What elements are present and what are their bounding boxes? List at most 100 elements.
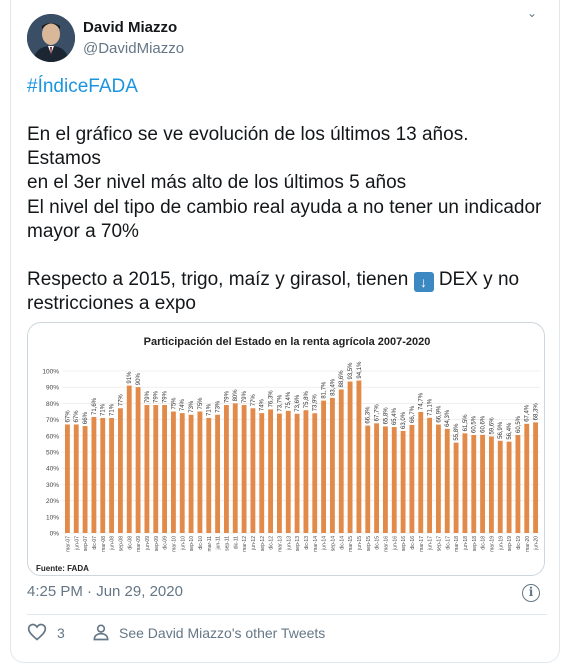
data-label: 76,3%	[269, 390, 275, 408]
bar	[91, 417, 97, 533]
x-tick-label: sep-14	[330, 536, 336, 552]
y-tick-label: 100%	[42, 369, 59, 376]
x-tick-label: sep-07	[83, 536, 89, 552]
bar	[312, 413, 318, 533]
x-tick-label: jun-07	[74, 536, 80, 551]
bar	[382, 426, 388, 533]
like-count[interactable]: 3	[57, 625, 65, 641]
bar	[215, 414, 221, 533]
y-tick-label: 50%	[46, 450, 59, 457]
x-tick-label: mar-20	[525, 536, 531, 552]
y-axis: 0% 10% 20% 30% 40% 50% 60% 70% 80% 90% 100%	[42, 369, 59, 538]
data-label: 56,4%	[507, 422, 513, 440]
down-arrow-icon: ↓	[413, 272, 434, 292]
heart-icon[interactable]	[27, 622, 47, 647]
x-tick-label: dic-08	[127, 536, 133, 550]
y-tick-label: 10%	[46, 514, 59, 521]
timestamp[interactable]: 4:25 PM · Jun 29, 2020	[27, 583, 183, 600]
data-label: 61,5%	[463, 414, 469, 432]
data-label: 55,8%	[454, 423, 460, 441]
bar	[533, 422, 539, 533]
y-tick-label: 80%	[46, 401, 59, 408]
x-tick-label: sep-19	[507, 536, 513, 552]
chart-title: Participación del Estado en la renta agr…	[144, 336, 431, 348]
hashtag[interactable]: #ÍndiceFADA	[27, 76, 138, 97]
data-label: 88,6%	[339, 370, 345, 388]
data-label: 79%	[154, 390, 160, 403]
bar	[488, 436, 494, 533]
x-tick-label: dic-15	[375, 536, 381, 550]
x-tick-label: sep-11	[224, 536, 230, 551]
bar	[303, 410, 309, 533]
bar	[471, 434, 477, 533]
x-tick-label: sep-16	[401, 536, 407, 552]
x-tick-label: sep-08	[118, 536, 124, 552]
data-label: 71%	[110, 403, 116, 416]
x-tick-label: jun-20	[534, 536, 540, 551]
bar	[497, 440, 503, 533]
bar	[250, 408, 256, 533]
chart-image[interactable]: Participación del Estado en la renta agr…	[27, 322, 545, 576]
y-tick-label: 20%	[46, 498, 59, 505]
bar	[197, 411, 203, 533]
bar	[329, 397, 335, 533]
data-label: 66%	[83, 411, 89, 424]
data-label: 94,1%	[357, 361, 363, 379]
data-label: 59,6%	[489, 417, 495, 435]
data-label: 66,9%	[436, 405, 442, 423]
bar	[506, 441, 512, 533]
chart-grid	[63, 370, 540, 534]
bar	[241, 405, 247, 533]
x-tick-label: mar-07	[65, 536, 71, 552]
data-label: 81,7%	[322, 381, 328, 399]
data-label: 66,3%	[366, 406, 372, 424]
x-tick-label: mar-08	[101, 536, 107, 552]
paragraph-2-line-2: mayor a 70%	[27, 221, 139, 242]
x-tick-label: dic-09	[163, 536, 169, 550]
bar	[444, 428, 450, 533]
x-tick-label: jun-16	[392, 536, 398, 551]
data-label: 71%	[207, 403, 213, 416]
x-tick-label: dic-19	[516, 536, 522, 550]
x-axis: mar-07 jun-07 sep-07 dic-07 mar-08 jun-08 sep-…	[65, 536, 539, 552]
data-label: 63,0%	[401, 411, 407, 429]
data-label: 73%	[216, 400, 222, 413]
avatar-image	[27, 14, 75, 62]
paragraph-3-line-1a: Respecto a 2015, trigo, maíz y girasol, …	[27, 269, 409, 290]
x-tick-label: sep-17	[436, 536, 442, 552]
hashtag-link[interactable]: #ÍndiceFADA	[27, 75, 547, 99]
bar	[427, 417, 433, 533]
bar	[126, 385, 132, 533]
author-name[interactable]: David Miazzo	[83, 19, 178, 36]
chart-source: Fuente: FADA	[36, 564, 89, 573]
paragraph-3-line-1b: DEX y no	[438, 269, 520, 290]
y-tick-label: 60%	[46, 433, 59, 440]
x-tick-label: jun-14	[322, 536, 328, 551]
author-handle[interactable]: @DavidMiazzo	[83, 40, 185, 57]
y-tick-label: 0%	[50, 531, 60, 538]
x-tick-label: jun-13	[286, 536, 292, 551]
bar	[206, 417, 212, 533]
x-tick-label: sep-10	[189, 536, 195, 552]
bar	[515, 434, 521, 533]
bar	[179, 413, 185, 533]
info-icon[interactable]: i	[522, 584, 540, 602]
data-label: 73%	[189, 400, 195, 413]
y-tick-label: 90%	[46, 385, 59, 392]
data-label: 83,4%	[330, 378, 336, 396]
bar	[453, 442, 459, 533]
other-tweets-link[interactable]: See David Miazzo's other Tweets	[119, 625, 326, 641]
chevron-down-icon[interactable]: ⌄	[527, 6, 538, 20]
bar	[400, 430, 406, 533]
x-tick-label: jun-17	[428, 536, 434, 551]
paragraph-1-line-1: En el gráfico se ve evolución de los últ…	[27, 124, 469, 169]
x-tick-label: jun-08	[110, 536, 116, 551]
bar	[153, 405, 159, 533]
avatar[interactable]	[27, 14, 75, 62]
x-tick-label: sep-13	[295, 536, 301, 552]
bar	[418, 411, 424, 533]
data-label: 67%	[74, 410, 80, 423]
data-label: 75%	[198, 397, 204, 410]
person-icon[interactable]	[91, 622, 111, 647]
paragraph-1: En el gráfico se ve evolución de los últ…	[27, 123, 547, 195]
